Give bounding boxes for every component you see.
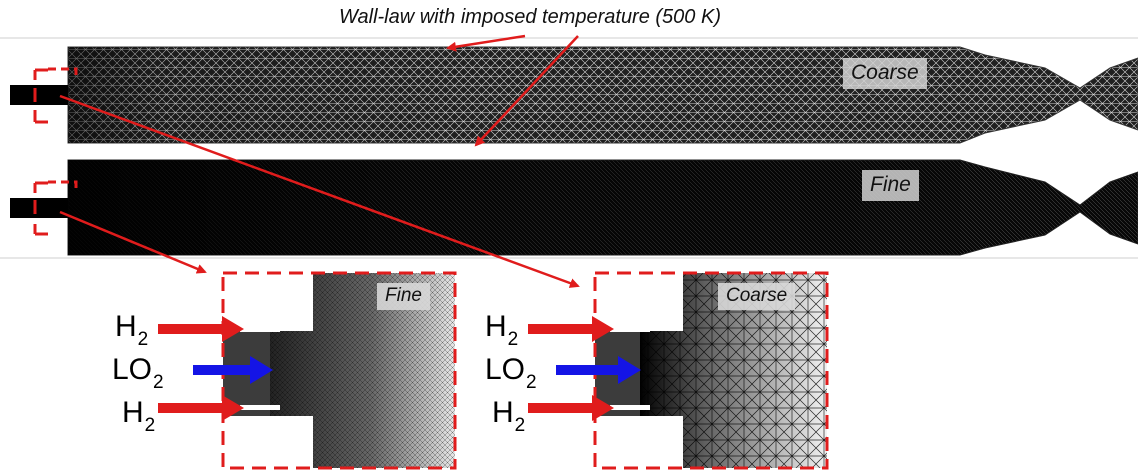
coarse-lo2-label: LO2 [485, 353, 537, 394]
fine-inlet-arrows [158, 316, 273, 421]
fine-h2-lower-label: H2 [122, 396, 156, 437]
fine-mesh-label: Fine [862, 170, 919, 201]
coarse-h2-upper-arrow [528, 316, 614, 342]
wall-arrow-top [446, 34, 526, 52]
fine-h2-upper-arrow [158, 316, 244, 342]
fine-lo2-label: LO2 [112, 353, 164, 394]
coarse-lo2-arrow [556, 356, 641, 384]
coarse-h2-upper-label: H2 [485, 310, 519, 351]
fine-h2-lower-arrow [158, 395, 244, 421]
coarse-zoom-label: Coarse [718, 283, 796, 310]
coarse-zoom-connector-arrow [59, 94, 580, 288]
fine-injector-highlight [33, 180, 78, 236]
coarse-mesh-label: Coarse [843, 58, 927, 89]
fine-injector-block [10, 198, 68, 218]
coarse-injector-block [10, 85, 68, 105]
wall-arrow-bottom [474, 35, 579, 147]
wall-law-annotation: Wall-law with imposed temperature (500 K… [338, 6, 721, 28]
fine-zoom-label: Fine [377, 283, 430, 310]
fine-lo2-arrow [193, 356, 273, 384]
coarse-h2-lower-slot [610, 405, 650, 410]
fine-chamber-mesh [10, 159, 1138, 256]
coarse-inlet-arrows [528, 316, 641, 421]
fine-h2-upper-label: H2 [115, 310, 149, 351]
coarse-h2-upper-slot [610, 327, 650, 332]
fine-h2-lower-slot [240, 405, 280, 410]
fine-zoom-connector-arrow [59, 210, 207, 274]
coarse-chamber-mesh [10, 46, 1138, 144]
coarse-injector-highlight [33, 67, 78, 124]
coarse-h2-lower-label: H2 [492, 396, 526, 437]
coarse-h2-lower-arrow [528, 395, 614, 421]
fine-h2-upper-slot [240, 327, 280, 332]
fine-zoom-panel [221, 271, 457, 470]
